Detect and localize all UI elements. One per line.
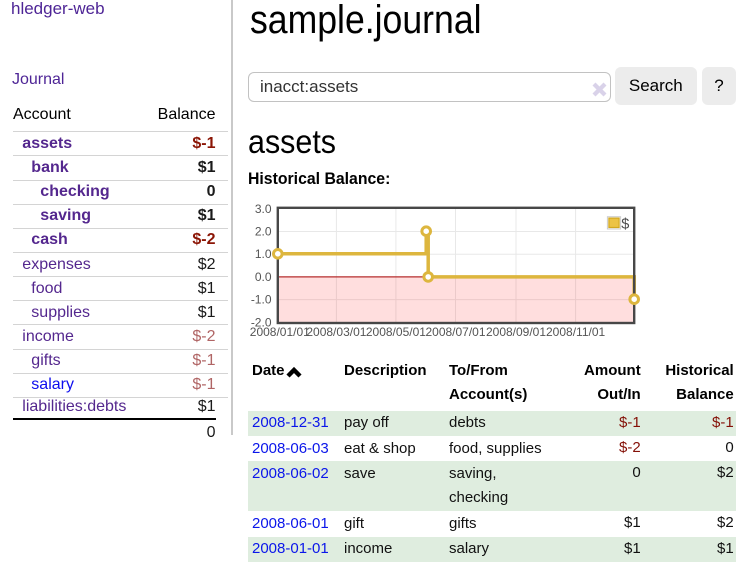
svg-text:3.0: 3.0 [255,202,272,216]
svg-text:-2.0: -2.0 [251,315,272,329]
svg-text:-1.0: -1.0 [251,293,272,307]
svg-text:2008/07/01: 2008/07/01 [425,325,485,339]
svg-text:1.0: 1.0 [255,247,272,261]
svg-text:2008/11/01: 2008/11/01 [546,325,605,339]
svg-text:0.0: 0.0 [255,270,272,284]
svg-text:2008/01/01: 2008/01/01 [250,325,310,339]
svg-text:2008/03/01: 2008/03/01 [306,325,366,339]
svg-text:$: $ [621,217,629,233]
svg-text:2.0: 2.0 [255,225,272,239]
svg-text:2008/09/01: 2008/09/01 [486,325,546,339]
svg-text:2008/05/01: 2008/05/01 [366,325,426,339]
